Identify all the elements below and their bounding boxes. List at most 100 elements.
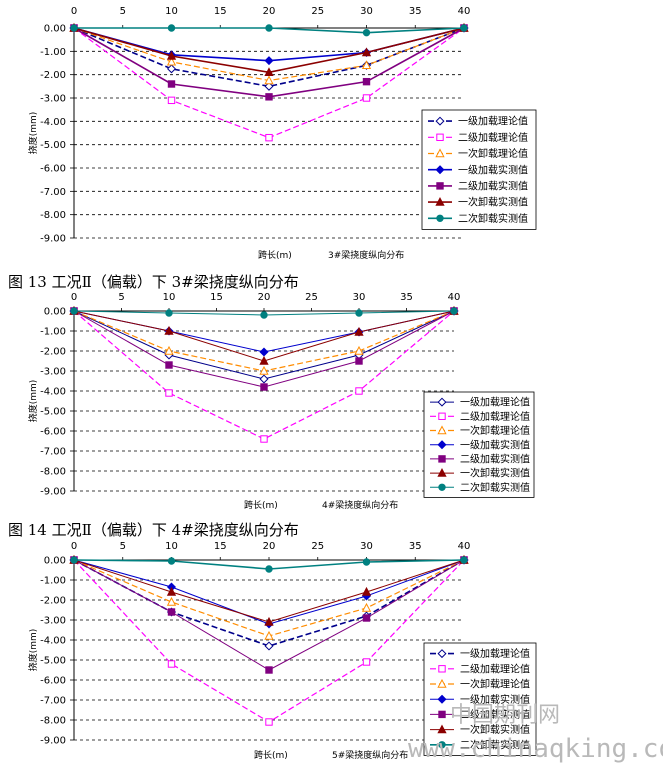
legend-entry-label: 一级加载实测值 (460, 693, 530, 706)
y-tick-label: -7.00 (40, 187, 66, 198)
watermark-cn: 中国期刊网 (450, 703, 560, 728)
legend-swatch-marker (438, 455, 446, 463)
y-tick-label: -1.00 (40, 47, 66, 58)
y-tick-label: 0.00 (44, 556, 66, 567)
y-tick-label: -3.00 (40, 616, 66, 627)
data-point-series-6 (70, 556, 78, 564)
x-tick-label: 10 (165, 541, 178, 552)
legend-entry-label: 二级加载理论值 (458, 131, 528, 144)
data-point-series-4 (165, 361, 173, 369)
data-point-series-1 (167, 96, 176, 105)
x-tick-label: 5 (120, 6, 126, 17)
caption-fig14: 图 14 工况Ⅱ（偏载）下 4#梁挠度纵向分布 (8, 521, 299, 539)
data-point-series-0 (264, 641, 274, 651)
y-tick-label: -5.00 (40, 140, 66, 151)
x-tick-label: 35 (409, 6, 422, 17)
data-point-series-4 (355, 357, 363, 365)
y-tick-label: -9.00 (40, 487, 66, 498)
legend-entry-label: 二级加载理论值 (460, 410, 530, 423)
data-point-series-3 (264, 56, 274, 66)
y-tick-label: -5.00 (40, 656, 66, 667)
legend-swatch-marker (437, 425, 447, 435)
data-point-series-5 (164, 325, 174, 335)
x-tick-label: 5 (118, 292, 124, 303)
data-point-series-4 (167, 608, 176, 616)
x-tick-label: 30 (360, 6, 373, 17)
data-point-series-4 (265, 666, 273, 674)
data-point-series-6 (265, 565, 273, 573)
data-point-series-2 (166, 56, 177, 66)
data-point-series-5 (259, 355, 269, 365)
data-point-series-1 (362, 94, 371, 102)
chart-3-beam: 0.00 -1.00 -2.00 -3.00 -4.00 -5.00 -6.00 -7.00 -… (27, 6, 537, 261)
legend-entry-label: 一次卸载实测值 (460, 723, 530, 736)
data-point-series-6 (260, 311, 268, 319)
x-tick-label: 20 (263, 541, 276, 552)
data-point-series-6 (165, 309, 173, 317)
data-point-series-5 (264, 67, 274, 77)
legend-entry-label: 二次卸载实测值 (460, 481, 530, 494)
y-tick-label: -2.00 (40, 596, 66, 607)
legend-entry-label: 二级加载实测值 (460, 453, 530, 466)
y-tick-label: -3.00 (40, 367, 66, 378)
legend-entry-label: 一级加载理论值 (460, 396, 530, 409)
y-tick-label: -6.00 (40, 164, 66, 175)
x-tick-label: 35 (400, 292, 413, 303)
data-point-series-2 (361, 60, 372, 70)
data-point-series-5 (361, 586, 372, 596)
data-point-series-0 (166, 64, 177, 74)
x-tick-label: 0 (71, 6, 77, 17)
data-point-series-2 (361, 602, 372, 612)
legend-entry-label: 一级加载理论值 (460, 647, 530, 660)
legend-swatch-marker (437, 440, 447, 450)
y-tick-label: -8.00 (40, 210, 66, 221)
legend-swatch-marker (436, 133, 444, 142)
chart-title: 5#梁挠度纵向分布 (332, 749, 408, 761)
legend-entry-label: 一级加载实测值 (460, 438, 530, 451)
chart-title: 3#梁挠度纵向分布 (328, 249, 404, 261)
data-point-series-6 (70, 307, 78, 315)
x-tick-label: 15 (214, 6, 227, 17)
data-point-series-6 (355, 309, 363, 317)
legend-entry-label: 二级加载实测值 (460, 708, 530, 721)
x-tick-label: 10 (165, 6, 178, 17)
y-tick-label: -7.00 (40, 696, 66, 707)
legend-swatch-marker (437, 724, 447, 734)
series-line-1 (73, 310, 455, 440)
legend-entry-label: 二级加载实测值 (458, 180, 528, 193)
legend-swatch-marker (435, 165, 445, 175)
watermark-url: www.chinaqking.com (408, 734, 663, 764)
legend-swatch-marker (437, 397, 447, 407)
legend-swatch-marker (435, 148, 445, 158)
x-tick-label: 15 (210, 292, 223, 303)
chart-5-beam: 0.00 -1.00 -2.00 -3.00 -4.00 -5.00 -6.00 -7.00 -… (27, 541, 537, 761)
caption-fig13: 图 13 工况Ⅱ（偏载）下 3#梁挠度纵向分布 (8, 273, 299, 291)
legend-entry-label: 二级加载理论值 (460, 662, 530, 675)
data-point-series-6 (167, 557, 176, 565)
data-point-series-0 (264, 81, 274, 91)
legend-swatch-marker (436, 214, 444, 223)
legend-swatch-marker (437, 649, 447, 659)
legend-entry-label: 一次卸载理论值 (460, 424, 530, 437)
y-tick-label: -3.00 (40, 94, 66, 105)
x-tick-label: 25 (311, 6, 324, 17)
y-tick-label: -1.00 (40, 327, 66, 338)
legend-swatch-marker (438, 741, 446, 749)
legend-swatch-marker (436, 182, 444, 190)
x-axis-label: 跨长(m) (258, 249, 292, 261)
legend-entry-label: 一次卸载实测值 (458, 196, 528, 209)
x-tick-label: 20 (258, 292, 271, 303)
data-point-series-6 (362, 28, 371, 37)
data-point-series-5 (361, 47, 372, 57)
data-point-series-1 (260, 435, 268, 443)
data-point-series-0 (259, 374, 269, 384)
y-tick-label: -7.00 (40, 447, 66, 458)
x-axis-label: 跨长(m) (244, 499, 278, 511)
y-tick-label: 0.00 (44, 24, 66, 35)
y-tick-label: -8.00 (40, 716, 66, 727)
legend-swatch-marker (435, 116, 445, 126)
data-point-series-6 (450, 307, 458, 315)
x-tick-label: 30 (360, 541, 373, 552)
data-point-series-5 (354, 326, 364, 336)
y-axis-label: 挠度(mm) (27, 629, 39, 672)
